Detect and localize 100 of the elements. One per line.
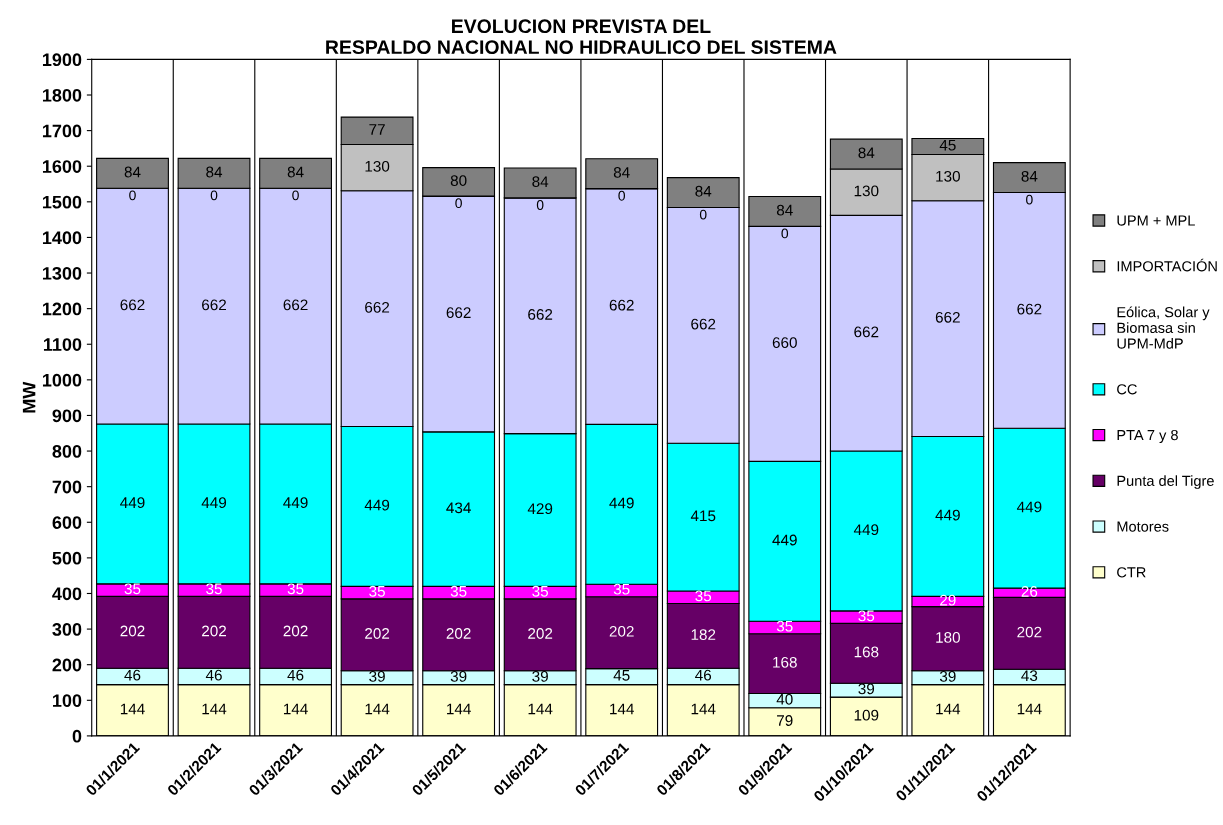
data-label: 45 [939, 139, 956, 151]
y-tick-label: 1000 [42, 373, 82, 387]
data-label: 26 [1021, 586, 1038, 597]
data-label: 144 [202, 703, 227, 715]
data-label: 168 [854, 646, 879, 658]
data-label: 144 [1017, 703, 1042, 715]
data-label: 144 [447, 703, 471, 715]
data-label: 35 [695, 590, 712, 602]
legend-label: IMPORTACIÓN [1117, 258, 1217, 272]
data-label: 39 [858, 683, 875, 695]
y-tick-label: 1500 [42, 195, 82, 209]
data-label: 662 [854, 326, 879, 338]
data-label: 35 [287, 583, 304, 595]
y-tick-label: 1900 [42, 53, 82, 67]
data-label: 660 [772, 337, 797, 348]
y-tick-label: 200 [52, 658, 82, 672]
data-label: 43 [1021, 670, 1038, 682]
data-label: 202 [446, 628, 471, 639]
data-label: 202 [365, 628, 390, 639]
data-label: 84 [206, 166, 223, 178]
data-label: 662 [365, 301, 390, 313]
y-tick-label: 1700 [42, 124, 82, 138]
data-label: 449 [935, 509, 960, 521]
data-label: 662 [935, 311, 960, 323]
y-tick-label: 100 [53, 694, 82, 708]
data-label: 662 [120, 299, 145, 311]
data-label: 202 [283, 625, 308, 637]
data-label: 109 [854, 709, 879, 721]
data-label: 449 [1016, 501, 1042, 513]
data-label: 84 [1021, 170, 1038, 182]
data-label: 449 [201, 497, 227, 509]
data-label: 84 [858, 147, 875, 159]
legend-label: CTR [1117, 567, 1146, 578]
data-label: 662 [609, 299, 634, 311]
data-label: 144 [691, 703, 716, 715]
data-label: 415 [690, 510, 716, 522]
data-label: 46 [205, 669, 222, 681]
data-label: 84 [613, 166, 630, 178]
data-label: 662 [528, 309, 553, 320]
data-label: 45 [613, 670, 630, 681]
data-label: 662 [1017, 303, 1042, 315]
data-label: 144 [936, 703, 961, 715]
data-label: 130 [365, 160, 390, 172]
y-tick-label: 1200 [42, 302, 82, 316]
data-label: 449 [364, 499, 390, 511]
y-tick-label: 1400 [42, 231, 82, 245]
y-tick-label: 300 [52, 623, 82, 636]
data-label: 35 [450, 585, 467, 597]
data-label: 35 [532, 585, 549, 597]
legend-label: PTA 7 y 8 [1117, 429, 1178, 444]
data-label: 77 [369, 124, 385, 135]
y-tick-label: 500 [52, 551, 82, 565]
data-label: 144 [283, 703, 308, 715]
y-axis-title: MW [22, 381, 36, 413]
data-label: 144 [528, 703, 553, 715]
data-label: 0 [210, 190, 218, 201]
data-label: 202 [202, 625, 226, 637]
data-label: 202 [609, 625, 634, 637]
data-label: 449 [853, 524, 879, 536]
data-label: 0 [536, 200, 544, 210]
data-label: 130 [936, 170, 960, 182]
data-label: 429 [527, 503, 553, 515]
data-label: 168 [773, 656, 797, 668]
data-label: 0 [292, 190, 299, 201]
data-label: 35 [858, 610, 875, 622]
data-label: 130 [854, 185, 879, 197]
legend-label: Motores [1117, 521, 1169, 532]
data-label: 39 [450, 670, 467, 682]
data-label: 35 [124, 583, 141, 595]
data-label: 449 [283, 497, 308, 509]
data-label: 144 [365, 703, 390, 715]
data-label: 46 [695, 669, 712, 681]
data-label: 662 [283, 299, 308, 311]
data-label: 449 [772, 534, 797, 546]
data-label: 434 [446, 502, 471, 514]
data-label: 39 [369, 670, 385, 682]
data-label: 84 [532, 176, 549, 188]
data-label: 80 [450, 175, 467, 186]
data-label: 0 [129, 190, 136, 201]
y-tick-label: 1300 [42, 266, 82, 280]
data-label: 662 [446, 307, 471, 319]
y-tick-label: 700 [52, 480, 82, 494]
data-label: 35 [369, 585, 385, 597]
data-label: 0 [699, 209, 707, 220]
data-label: 0 [1026, 194, 1033, 205]
data-label: 46 [124, 669, 141, 681]
data-label: 35 [776, 620, 793, 632]
data-label: 0 [781, 228, 789, 239]
data-label: 202 [1017, 626, 1042, 638]
data-label: 202 [528, 628, 553, 639]
chart-title: EVOLUCION PREVISTA DEL RESPALDO NACIONAL NO HIDRAULICO DEL SISTEMA [326, 19, 837, 55]
data-label: 39 [532, 670, 548, 682]
legend-label: Eólica, Solar y Biomasa sin UPM-MdP [1117, 306, 1210, 349]
y-tick-label: 1600 [42, 160, 82, 173]
data-label: 79 [777, 715, 793, 726]
data-label: 449 [609, 497, 634, 509]
y-tick-label: 0 [72, 729, 82, 743]
data-label: 39 [939, 670, 956, 682]
legend-label: CC [1117, 384, 1137, 395]
data-label: 84 [776, 204, 793, 216]
